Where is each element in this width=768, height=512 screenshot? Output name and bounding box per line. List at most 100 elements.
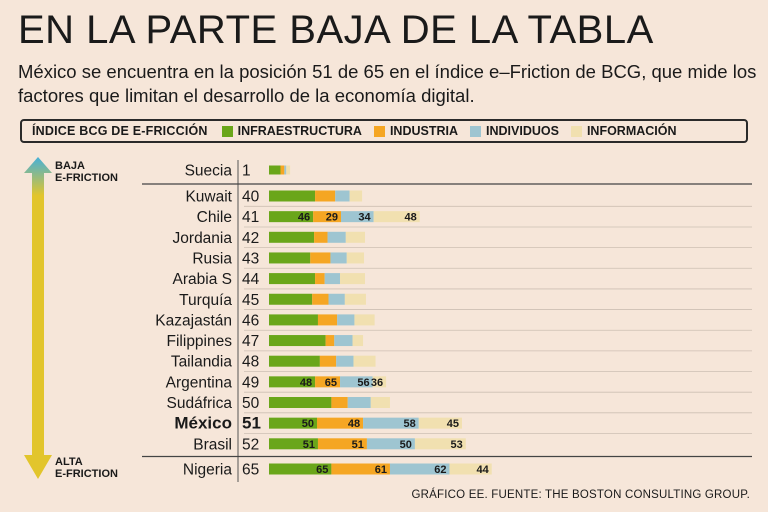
rank-label: 42	[242, 230, 259, 247]
bar-segment-individuos	[366, 438, 415, 450]
data-label: 50	[400, 439, 412, 451]
bar-segment-individuos	[334, 335, 353, 347]
page-subtitle: México se encuentra en la posición 51 de…	[18, 61, 757, 106]
bar-segment-informacion	[370, 397, 390, 408]
country-label: Tailandia	[171, 354, 233, 371]
bar-segment-informacion	[352, 335, 364, 347]
country-label: Sudáfrica	[167, 395, 233, 412]
country-label: México	[174, 414, 232, 433]
country-label: Kuwait	[185, 189, 232, 206]
bar-segment-infraestructura	[269, 463, 332, 475]
bar-segment-infraestructura	[269, 417, 317, 429]
bar-segment-individuos	[324, 273, 341, 285]
bar-segment-individuos	[347, 397, 371, 408]
bar-segment-individuos	[335, 190, 350, 202]
country-label: Suecia	[185, 163, 233, 180]
bar-segment-individuos	[341, 211, 374, 223]
bar-segment-infraestructura	[269, 293, 313, 305]
data-label: 51	[303, 439, 315, 451]
rank-label: 44	[242, 271, 260, 288]
bar-segment-individuos	[340, 376, 373, 388]
top-label-line-2: E-FRICTION	[55, 172, 118, 184]
bar-segment-informacion	[353, 355, 376, 367]
bar-segment-informacion	[373, 211, 420, 223]
rank-label: 50	[242, 395, 260, 412]
bar-segment-informacion	[345, 231, 365, 243]
bar-segment-individuos	[336, 355, 354, 367]
bar-segment-infraestructura	[269, 376, 316, 388]
data-label: 48	[300, 377, 312, 389]
country-label: Jordania	[173, 230, 233, 247]
legend-item-individuos: INDIVIDUOS	[470, 124, 559, 138]
rank-label: 45	[242, 292, 259, 309]
bar-segment-informacion	[372, 376, 387, 388]
data-label: 48	[348, 418, 360, 430]
bar-segment-industria	[280, 165, 285, 175]
rank-label: 46	[242, 312, 259, 329]
bar-segment-informacion	[349, 190, 363, 202]
rank-label: 41	[242, 209, 259, 226]
data-label: 44	[476, 464, 489, 476]
legend-label-informacion: INFORMACIÓN	[586, 124, 677, 138]
legend-swatch-individuos	[470, 125, 482, 137]
bar-segment-informacion	[346, 252, 365, 264]
bar-segment-informacion	[344, 293, 366, 305]
bar-segment-individuos	[328, 293, 345, 305]
country-label: Kazajastán	[155, 312, 232, 329]
bar-segment-industria	[317, 417, 364, 429]
rank-label: 49	[242, 374, 259, 391]
top-label-line-1: BAJA	[55, 160, 85, 172]
legend-swatch-infraestructura	[221, 125, 233, 137]
efriction-arrow-icon	[24, 157, 52, 479]
data-label: 53	[451, 439, 463, 451]
bar-segment-industria	[325, 335, 335, 347]
bar-segment-informacion	[414, 438, 466, 450]
rank-label: 47	[242, 333, 259, 350]
legend-item-industria: INDUSTRIA	[373, 124, 458, 138]
data-label: 61	[375, 464, 387, 476]
bottom-label-line-2: E-FRICTION	[55, 468, 118, 480]
bar-segment-informacion	[340, 273, 365, 285]
country-label: Argentina	[166, 374, 233, 391]
data-label: 62	[434, 464, 446, 476]
bar-segment-infraestructura	[269, 165, 281, 175]
bar-segment-individuos	[327, 231, 346, 243]
rank-label: 48	[242, 354, 259, 371]
bar-segment-individuos	[363, 417, 419, 429]
data-label: 51	[352, 439, 364, 451]
bar-segment-informacion	[354, 314, 375, 326]
bar-segment-infraestructura	[269, 273, 316, 285]
data-label: 65	[325, 377, 337, 389]
data-label: 65	[316, 464, 328, 476]
bar-segment-infraestructura	[269, 314, 318, 326]
country-label: Chile	[197, 209, 232, 226]
rank-label: 51	[242, 414, 261, 433]
rank-label: 52	[242, 436, 259, 453]
rank-label: 65	[242, 462, 259, 479]
bar-segment-individuos	[389, 463, 450, 475]
country-label: Rusia	[192, 250, 232, 267]
country-label: Arabia S	[173, 271, 232, 288]
bar-segment-informacion	[286, 165, 291, 175]
bar-segment-infraestructura	[269, 231, 315, 243]
country-label: Filippines	[167, 333, 233, 350]
bar-segment-infraestructura	[269, 211, 314, 223]
bar-segment-industria	[312, 293, 329, 305]
data-label: 29	[326, 212, 338, 224]
data-label: 50	[302, 418, 314, 430]
bar-segment-industria	[314, 231, 328, 243]
data-label: 46	[298, 212, 310, 224]
legend-title: ÍNDICE BCG DE E-FRICCIÓN	[32, 124, 208, 138]
data-label: 58	[404, 418, 416, 430]
rank-label: 40	[242, 189, 260, 206]
bar-segment-industria	[310, 252, 331, 264]
legend-item-infraestructura: INFRAESTRUCTURA	[221, 124, 362, 138]
bar-segment-industria	[331, 463, 390, 475]
rank-label: 43	[242, 250, 259, 267]
bar-segment-industria	[319, 355, 337, 367]
bar-segment-individuos	[337, 314, 355, 326]
bar-segment-infraestructura	[269, 397, 332, 408]
bottom-arrow-label: ALTA E-FRICTION	[55, 456, 118, 480]
bar-segment-industria	[315, 376, 341, 388]
chart-legend: ÍNDICE BCG DE E-FRICCIÓN INFRAESTRUCTURA…	[20, 119, 748, 143]
